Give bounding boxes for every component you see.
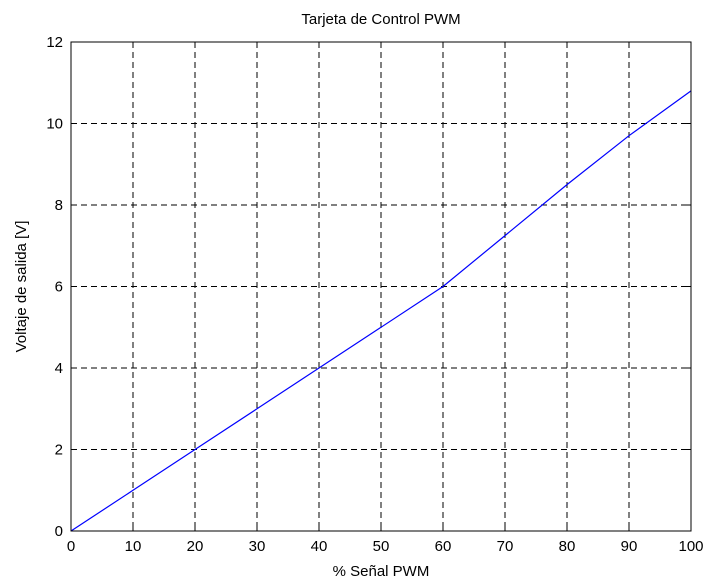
y-tick-label: 12	[46, 34, 63, 51]
y-tick-label: 6	[55, 279, 63, 296]
x-tick-label: 20	[187, 538, 204, 555]
ticks: 0 10 20 30 40 50 60 70 80 90 100 0 2 4 6 8 10 12	[46, 34, 703, 555]
x-tick-label: 40	[311, 538, 328, 555]
y-axis-title: Voltaje de salida [V]	[13, 221, 30, 353]
y-tick-label: 0	[55, 523, 63, 540]
x-tick-label: 10	[125, 538, 142, 555]
y-tick-label: 10	[46, 116, 63, 133]
chart-title: Tarjeta de Control PWM	[301, 11, 460, 28]
x-tick-label: 0	[67, 538, 75, 555]
x-tick-label: 90	[621, 538, 638, 555]
y-tick-label: 4	[55, 360, 63, 377]
series-layer	[70, 90, 692, 532]
x-tick-label: 70	[497, 538, 514, 555]
x-tick-label: 50	[373, 538, 390, 555]
x-tick-label: 60	[435, 538, 452, 555]
x-tick-label: 100	[678, 538, 703, 555]
x-tick-label: 80	[559, 538, 576, 555]
y-tick-label: 8	[55, 197, 63, 214]
x-axis-title: % Señal PWM	[333, 563, 430, 580]
y-tick-label: 2	[55, 442, 63, 459]
series-line-0	[70, 90, 692, 532]
x-tick-label: 30	[249, 538, 266, 555]
grid	[71, 42, 691, 531]
